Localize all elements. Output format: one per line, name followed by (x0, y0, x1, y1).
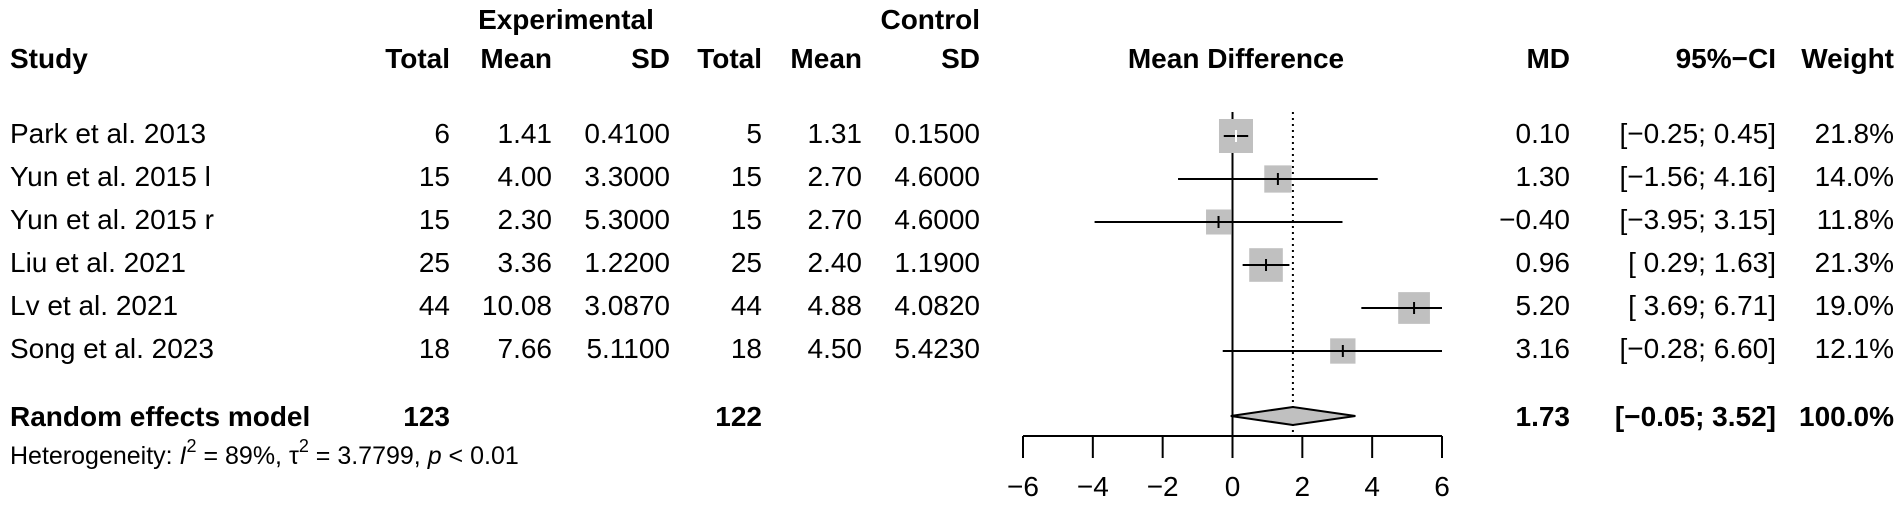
header-md: MD (1526, 43, 1570, 74)
c-sd: 0.1500 (894, 118, 980, 149)
e-mean: 2.30 (497, 204, 553, 235)
c-sd: 4.0820 (894, 290, 980, 321)
e-sd: 3.3000 (584, 161, 670, 192)
weight: 19.0% (1814, 290, 1894, 321)
x-axis-tick-label: 4 (1364, 471, 1380, 502)
c-sd: 4.6000 (894, 204, 980, 235)
e-total: 18 (418, 333, 450, 364)
weight: 14.0% (1814, 161, 1894, 192)
overall-c-total: 122 (715, 401, 762, 432)
md: 5.20 (1515, 290, 1571, 321)
heterogeneity-text: Heterogeneity: I2 = 89%, τ2 = 3.7799, p … (10, 436, 519, 470)
ci: [−3.95; 3.15] (1619, 204, 1776, 235)
e-total: 15 (418, 161, 450, 192)
c-sd: 4.6000 (894, 161, 980, 192)
md: 1.30 (1515, 161, 1571, 192)
md: 0.10 (1515, 118, 1571, 149)
e-total: 44 (418, 290, 450, 321)
c-total: 5 (746, 118, 762, 149)
weight: 21.3% (1814, 247, 1894, 278)
ci: [−1.56; 4.16] (1619, 161, 1776, 192)
x-axis-tick-label: 0 (1225, 471, 1241, 502)
header-e-sd: SD (631, 43, 670, 74)
e-mean: 10.08 (481, 290, 552, 321)
header-control: Control (880, 4, 980, 35)
e-sd: 5.3000 (584, 204, 670, 235)
md: −0.40 (1499, 204, 1570, 235)
ci: [ 0.29; 1.63] (1628, 247, 1776, 278)
header-ci: 95%−CI (1675, 43, 1776, 74)
study-name: Yun et al. 2015 r (10, 204, 214, 235)
c-total: 18 (730, 333, 762, 364)
weight: 12.1% (1814, 333, 1894, 364)
study-name: Liu et al. 2021 (10, 247, 186, 278)
overall-weight: 100.0% (1799, 401, 1894, 432)
c-sd: 1.1900 (894, 247, 980, 278)
x-axis-tick-label: −4 (1077, 471, 1109, 502)
e-mean: 7.66 (497, 333, 553, 364)
header-e-total: Total (385, 43, 450, 74)
overall-ci: [−0.05; 3.52] (1614, 401, 1776, 432)
c-mean: 1.31 (807, 118, 863, 149)
e-sd: 1.2200 (584, 247, 670, 278)
header-study: Study (10, 43, 88, 74)
e-mean: 3.36 (497, 247, 553, 278)
x-axis-tick-label: −2 (1147, 471, 1179, 502)
e-sd: 3.0870 (584, 290, 670, 321)
c-total: 15 (730, 161, 762, 192)
weight: 11.8% (1816, 204, 1894, 235)
md: 0.96 (1515, 247, 1571, 278)
e-total: 25 (418, 247, 450, 278)
header-weight: Weight (1801, 43, 1894, 74)
e-sd: 0.4100 (584, 118, 670, 149)
c-mean: 4.88 (807, 290, 863, 321)
e-total: 15 (418, 204, 450, 235)
c-total: 25 (730, 247, 762, 278)
ci: [−0.28; 6.60] (1619, 333, 1776, 364)
x-axis-tick-label: 6 (1434, 471, 1450, 502)
header-c-sd: SD (941, 43, 980, 74)
header-c-total: Total (697, 43, 762, 74)
c-mean: 2.70 (807, 204, 863, 235)
md: 3.16 (1515, 333, 1571, 364)
e-sd: 5.1100 (586, 333, 670, 364)
overall-md: 1.73 (1515, 401, 1571, 432)
overall-label: Random effects model (10, 401, 311, 432)
study-name: Lv et al. 2021 (10, 290, 179, 321)
overall-e-total: 123 (403, 401, 450, 432)
c-total: 15 (730, 204, 762, 235)
header-experimental: Experimental (478, 4, 654, 35)
c-total: 44 (730, 290, 762, 321)
ci: [−0.25; 0.45] (1619, 118, 1776, 149)
c-sd: 5.4230 (894, 333, 980, 364)
e-total: 6 (434, 118, 450, 149)
c-mean: 4.50 (807, 333, 863, 364)
header-plot-label: Mean Difference (1127, 43, 1345, 74)
study-name: Park et al. 2013 (10, 118, 207, 149)
weight: 21.8% (1814, 118, 1894, 149)
c-mean: 2.40 (807, 247, 863, 278)
e-mean: 4.00 (497, 161, 553, 192)
study-name: Yun et al. 2015 l (10, 161, 211, 192)
e-mean: 1.41 (497, 118, 553, 149)
header-e-mean: Mean (480, 43, 552, 74)
c-mean: 2.70 (807, 161, 863, 192)
x-axis-tick-label: −6 (1007, 471, 1039, 502)
study-name: Song et al. 2023 (10, 333, 214, 364)
ci: [ 3.69; 6.71] (1628, 290, 1776, 321)
header-c-mean: Mean (790, 43, 862, 74)
pooled-diamond (1230, 405, 1356, 427)
x-axis-tick-label: 2 (1295, 471, 1311, 502)
